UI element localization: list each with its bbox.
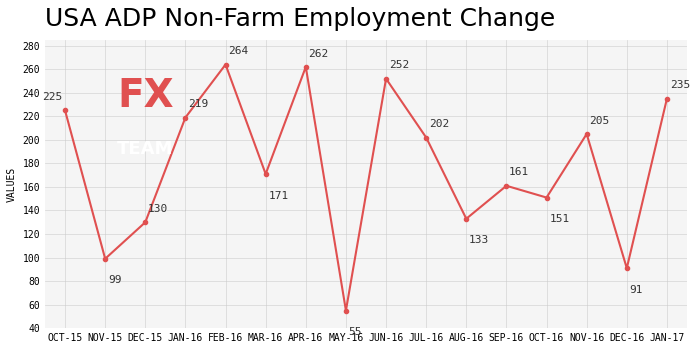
Text: 133: 133 (469, 236, 489, 245)
Text: 262: 262 (309, 49, 329, 58)
Text: 235: 235 (670, 80, 690, 90)
Text: 130: 130 (148, 204, 168, 214)
Text: 205: 205 (589, 116, 610, 126)
Text: 264: 264 (228, 46, 248, 56)
Text: 252: 252 (389, 60, 409, 70)
Text: 55: 55 (349, 327, 362, 337)
Text: 151: 151 (550, 214, 570, 224)
Text: 161: 161 (509, 167, 529, 177)
Text: FX: FX (117, 77, 174, 114)
Text: 99: 99 (108, 275, 122, 285)
Y-axis label: VALUES: VALUES (7, 166, 17, 202)
Text: TEAM: TEAM (117, 140, 174, 158)
Text: 202: 202 (429, 119, 449, 129)
Text: 171: 171 (268, 191, 288, 201)
Text: USA ADP Non-Farm Employment Change: USA ADP Non-Farm Employment Change (45, 7, 555, 31)
Text: 219: 219 (188, 99, 209, 109)
Text: 91: 91 (629, 285, 643, 295)
Text: 225: 225 (42, 92, 62, 102)
